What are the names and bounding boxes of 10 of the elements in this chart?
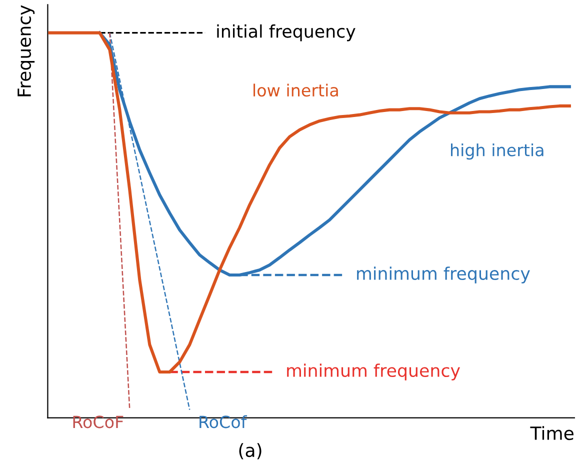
ref-line-label: initial frequency <box>217 24 356 42</box>
series-label: low inertia <box>254 84 338 97</box>
ref-line-label: minimum frequency <box>357 266 530 284</box>
y-axis-title: Frequency <box>18 5 35 96</box>
text: (a) <box>239 443 262 460</box>
series-label: RoCof <box>200 415 248 428</box>
series-label: RoCoF <box>73 416 124 428</box>
ref-line-label: minimum frequency <box>287 364 460 380</box>
series-label: high inertia <box>451 143 544 160</box>
x-axis-title: Time <box>530 426 574 440</box>
